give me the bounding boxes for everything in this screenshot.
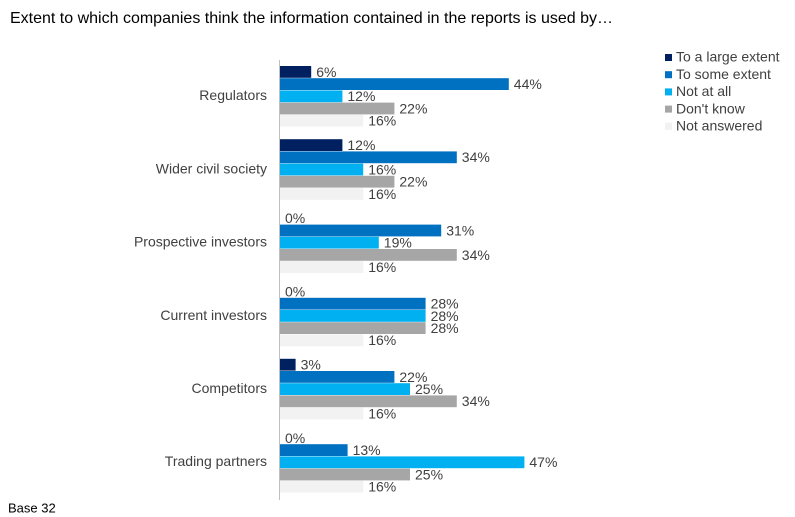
value-label: 19% bbox=[384, 235, 412, 251]
value-label: 22% bbox=[399, 100, 427, 116]
bar bbox=[280, 139, 343, 151]
bar bbox=[280, 358, 296, 371]
legend-label: Not at all bbox=[676, 83, 731, 99]
value-label: 16% bbox=[368, 161, 396, 177]
bar bbox=[280, 114, 364, 127]
legend-swatch bbox=[665, 105, 672, 113]
category-label: Wider civil society bbox=[156, 160, 267, 176]
bar bbox=[280, 468, 410, 481]
value-label: 12% bbox=[347, 137, 375, 153]
value-label: 25% bbox=[415, 466, 443, 482]
bar bbox=[280, 407, 364, 420]
bar bbox=[280, 249, 457, 261]
chart-title: Extent to which companies think the info… bbox=[10, 10, 613, 27]
bar bbox=[280, 66, 312, 78]
legend-label: Don't know bbox=[676, 100, 746, 116]
value-label: 44% bbox=[514, 76, 542, 92]
legend-label: To a large extent bbox=[676, 49, 780, 65]
category-label: Prospective investors bbox=[134, 234, 267, 250]
bar bbox=[280, 224, 442, 237]
value-label: 28% bbox=[431, 296, 459, 312]
value-label: 47% bbox=[529, 454, 557, 470]
bar bbox=[280, 236, 379, 249]
value-label: 0% bbox=[285, 283, 305, 299]
bar bbox=[280, 102, 395, 115]
bar bbox=[280, 334, 364, 347]
value-label: 22% bbox=[399, 174, 427, 190]
value-label: 34% bbox=[462, 149, 490, 165]
value-label: 25% bbox=[415, 381, 443, 397]
bar bbox=[280, 322, 426, 334]
value-label: 34% bbox=[462, 393, 490, 409]
value-label: 16% bbox=[368, 186, 396, 202]
legend-swatch bbox=[665, 54, 672, 61]
bar bbox=[280, 383, 410, 395]
bar bbox=[280, 175, 395, 188]
bar bbox=[280, 444, 348, 456]
bar bbox=[280, 297, 426, 310]
bar bbox=[280, 310, 426, 322]
category-label: Regulators bbox=[199, 87, 267, 103]
value-label: 31% bbox=[446, 222, 474, 238]
value-label: 16% bbox=[368, 405, 396, 421]
category-label: Competitors bbox=[192, 380, 267, 396]
bar bbox=[280, 90, 343, 103]
value-label: 12% bbox=[347, 88, 375, 104]
value-label: 16% bbox=[368, 479, 396, 495]
value-label: 6% bbox=[316, 64, 336, 80]
legend-swatch bbox=[665, 122, 672, 130]
bar bbox=[280, 78, 509, 90]
legend-swatch bbox=[665, 88, 672, 96]
legend-swatch bbox=[665, 71, 672, 79]
bar bbox=[280, 456, 525, 469]
bar bbox=[280, 188, 364, 200]
bar bbox=[280, 151, 457, 164]
value-label: 28% bbox=[431, 308, 459, 324]
bar bbox=[280, 371, 395, 383]
category-label: Trading partners bbox=[165, 453, 267, 469]
bar bbox=[280, 480, 364, 493]
value-label: 34% bbox=[462, 247, 490, 263]
value-label: 16% bbox=[368, 113, 396, 129]
bar bbox=[280, 395, 457, 408]
legend-label: Not answered bbox=[676, 118, 762, 134]
value-label: 28% bbox=[431, 320, 459, 336]
value-label: 16% bbox=[368, 332, 396, 348]
bar bbox=[280, 163, 364, 176]
value-label: 22% bbox=[399, 369, 427, 385]
value-label: 0% bbox=[285, 210, 305, 226]
footnote: Base 32 bbox=[8, 500, 56, 515]
legend-label: To some extent bbox=[676, 66, 771, 82]
value-label: 0% bbox=[285, 430, 305, 446]
bar bbox=[280, 261, 364, 273]
value-label: 16% bbox=[368, 259, 396, 275]
category-label: Current investors bbox=[160, 307, 267, 323]
value-label: 3% bbox=[301, 357, 321, 373]
value-label: 13% bbox=[353, 442, 381, 458]
